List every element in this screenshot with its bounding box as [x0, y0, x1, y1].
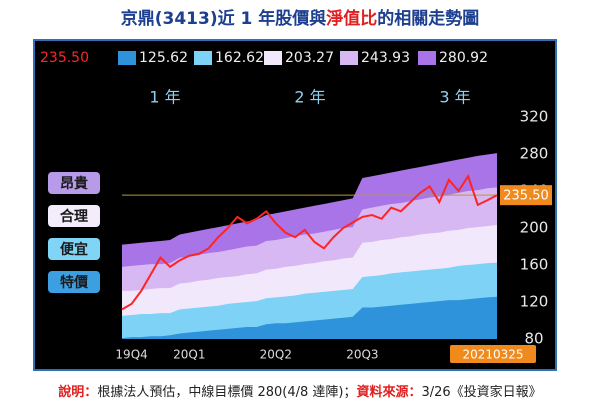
legend-label: 235.50	[40, 50, 89, 66]
legend-label: 203.27	[285, 50, 334, 66]
legend-swatch	[194, 51, 212, 65]
zone-label: 便宜	[60, 241, 88, 258]
y-tick-label: 200	[520, 219, 549, 237]
band-area	[122, 296, 497, 339]
period-label: 3 年	[439, 88, 470, 107]
zone-box	[48, 172, 100, 194]
title-part: 的相關走勢圖	[377, 8, 479, 29]
y-tick-label: 80	[524, 330, 543, 348]
legend-swatch	[118, 51, 136, 65]
legend-label: 243.93	[361, 50, 410, 66]
footnote-part: 根據法人預估，中線目標價 280(4/8 達陣)；	[97, 384, 356, 400]
y-tick-label: 320	[520, 108, 549, 126]
title-part: 京鼎(3413)近 1 年股價與	[121, 8, 327, 29]
legend-swatch	[264, 51, 282, 65]
zone-label: 特價	[60, 274, 89, 291]
period-label: 2 年	[294, 88, 325, 107]
x-tick-label: 20Q1	[173, 348, 205, 362]
legend-label: 280.92	[439, 50, 488, 66]
plot-area	[121, 153, 498, 339]
footnote-part: 資料來源：	[356, 384, 421, 400]
price-tag-label: 235.50	[503, 189, 549, 204]
y-tick-label: 280	[520, 145, 549, 163]
period-label: 1 年	[149, 88, 180, 107]
legend-label: 162.62	[215, 50, 264, 66]
zone-box	[48, 238, 100, 260]
footnote-part: 3/26《投資家日報》	[421, 384, 541, 400]
zone-box	[48, 205, 100, 227]
date-tag	[450, 345, 536, 363]
price-line	[121, 173, 498, 311]
x-tick-label: 20Q2	[260, 348, 292, 362]
footnote: 說明：根據法人預估，中線目標價 280(4/8 達陣)；資料來源：3/26《投資…	[58, 384, 541, 400]
x-tick-label: 20210325	[462, 348, 523, 362]
x-tick-label: 19Q4	[115, 348, 147, 362]
zone-box	[48, 271, 100, 293]
chart-title: 京鼎(3413)近 1 年股價與淨值比的相關走勢圖	[121, 8, 480, 29]
legend-label: 125.62	[139, 50, 188, 66]
y-tick-label: 160	[520, 256, 549, 274]
title-part: 淨值比	[326, 8, 377, 29]
x-tick-label: 20Q3	[346, 348, 378, 362]
zone-label: 昂貴	[60, 175, 88, 192]
y-tick-label: 120	[520, 293, 549, 311]
footnote-part: 說明：	[58, 384, 97, 400]
zone-label: 合理	[60, 208, 88, 225]
price-tag	[500, 185, 552, 206]
legend-swatch	[340, 51, 358, 65]
legend-swatch	[418, 51, 436, 65]
